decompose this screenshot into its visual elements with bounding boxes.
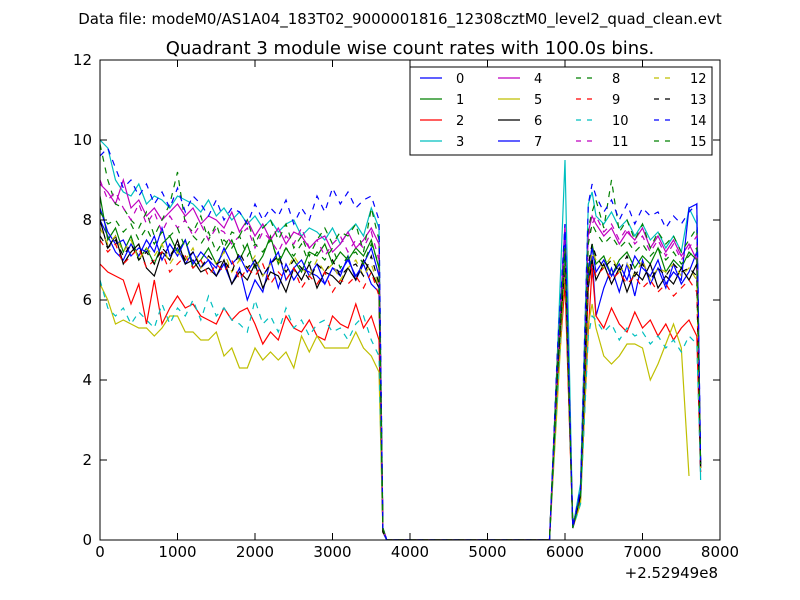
x-tick-label: 2000 <box>236 543 274 561</box>
series-line-6 <box>100 219 702 540</box>
legend-label-7: 7 <box>534 135 542 150</box>
series-line-2 <box>100 263 702 540</box>
legend-label-3: 3 <box>456 135 464 150</box>
x-tick-label: 5000 <box>468 543 506 561</box>
y-tick-label: 8 <box>82 211 92 229</box>
x-offset-label: +2.52949e8 <box>625 564 718 582</box>
legend-label-0: 0 <box>456 72 464 87</box>
axes: 0 1000 2000 3000 4000 5000 6000 7000 80000246810… <box>73 51 739 561</box>
series-line-0 <box>100 219 702 540</box>
series-line-11 <box>100 179 702 540</box>
legend-label-10: 10 <box>612 114 629 129</box>
legend-box <box>409 66 713 156</box>
legend-label-1: 1 <box>456 93 464 108</box>
y-tick-label: 4 <box>82 371 92 389</box>
x-tick-label: 7000 <box>623 543 661 561</box>
legend-label-9: 9 <box>612 93 620 108</box>
x-tick-label: 4000 <box>391 543 429 561</box>
legend-label-2: 2 <box>456 114 464 129</box>
series-line-9 <box>100 239 702 540</box>
legend-label-13: 13 <box>690 93 707 108</box>
x-tick-label: 6000 <box>546 543 584 561</box>
y-tick-label: 12 <box>73 51 92 69</box>
series-line-7 <box>100 203 702 540</box>
x-tick-label: 8000 <box>701 543 739 561</box>
series-line-3 <box>100 139 702 540</box>
chart-title: Quadrant 3 module wise count rates with … <box>166 38 655 59</box>
x-tick-label: 0 <box>95 543 105 561</box>
y-tick-label: 0 <box>82 531 92 549</box>
x-tick-label: 3000 <box>313 543 351 561</box>
legend-label-14: 14 <box>690 114 707 129</box>
series-line-12 <box>100 227 702 540</box>
series-line-4 <box>100 177 702 540</box>
legend-label-4: 4 <box>534 72 542 87</box>
legend-label-8: 8 <box>612 72 620 87</box>
series-line-1 <box>100 195 702 540</box>
series-line-15 <box>100 211 702 540</box>
series-line-10 <box>100 259 702 540</box>
legend-label-6: 6 <box>534 114 542 129</box>
plot-area <box>100 139 702 540</box>
y-tick-label: 2 <box>82 451 92 469</box>
x-tick-label: 1000 <box>158 543 196 561</box>
series-line-5 <box>100 263 690 540</box>
series-line-13 <box>100 235 702 540</box>
y-tick-label: 10 <box>73 131 92 149</box>
series-line-14 <box>100 146 702 540</box>
legend-label-12: 12 <box>690 72 707 87</box>
legend-label-11: 11 <box>612 135 629 150</box>
legend-label-5: 5 <box>534 93 542 108</box>
legend-label-15: 15 <box>690 135 707 150</box>
suptitle: Data file: modeM0/AS1A04_183T02_90000018… <box>78 10 722 29</box>
y-tick-label: 6 <box>82 291 92 309</box>
